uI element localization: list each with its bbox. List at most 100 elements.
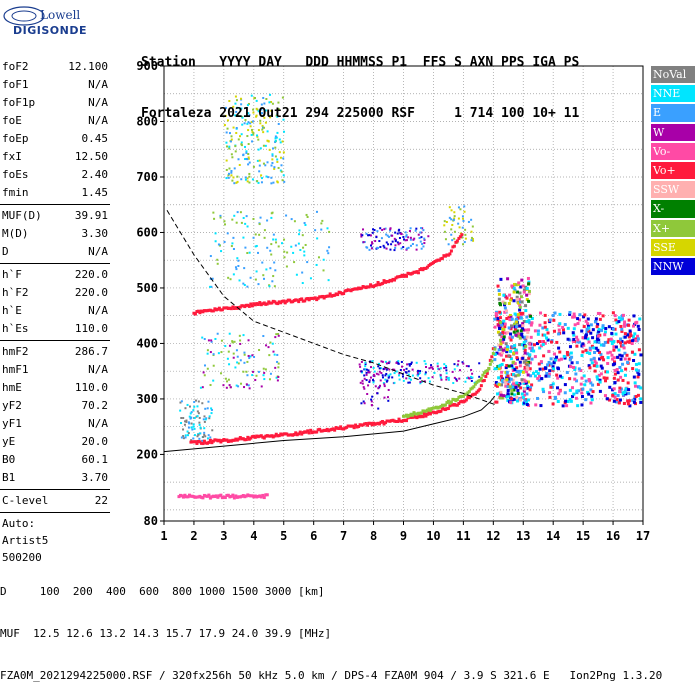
echo-point xyxy=(232,236,235,239)
echo-point xyxy=(260,114,263,117)
echo-point xyxy=(419,231,422,234)
echo-point xyxy=(518,311,522,315)
echo-point xyxy=(499,363,503,367)
echo-point xyxy=(430,364,433,367)
echo-point xyxy=(322,269,325,272)
echo-point xyxy=(268,148,271,151)
echo-point xyxy=(591,336,595,340)
echo-point xyxy=(182,435,185,438)
echo-point xyxy=(234,150,237,153)
echo-point xyxy=(263,102,266,105)
echo-point xyxy=(464,380,467,383)
echo-point xyxy=(549,385,553,389)
echo-point xyxy=(471,225,474,228)
echo-point xyxy=(541,387,545,391)
echo-point xyxy=(618,390,622,394)
echo-point xyxy=(604,327,608,331)
echo-point xyxy=(428,380,431,383)
echo-point xyxy=(273,285,276,288)
echo-point xyxy=(205,417,208,420)
echo-point xyxy=(569,365,573,369)
true-height-profile-solid xyxy=(163,395,496,453)
echo-point xyxy=(501,340,505,344)
footer-file-info: FZA0M_2021294225000.RSF / 320fx256h 50 k… xyxy=(0,669,663,682)
echo-point xyxy=(637,372,641,376)
echo-point xyxy=(258,170,261,173)
echo-point xyxy=(182,437,185,440)
param-label: foF1p xyxy=(2,96,36,109)
echo-point xyxy=(510,317,514,321)
echo-point xyxy=(364,363,367,366)
param-label: hmE xyxy=(2,381,22,394)
echo-point xyxy=(230,245,233,248)
echo-point xyxy=(470,239,473,242)
echo-point xyxy=(375,236,378,239)
param-value: 220.0 xyxy=(74,268,108,281)
echo-point xyxy=(424,362,427,365)
echo-point xyxy=(627,388,631,392)
echo-point xyxy=(502,319,506,323)
echo-point xyxy=(248,161,251,164)
echo-point xyxy=(188,422,191,425)
echo-point xyxy=(246,122,249,125)
echo-point xyxy=(237,259,240,262)
echo-point xyxy=(275,241,278,244)
echo-point xyxy=(521,327,525,331)
echo-point xyxy=(219,214,222,217)
echo-point xyxy=(618,398,622,402)
F2-x-trace xyxy=(485,369,489,373)
echo-point xyxy=(282,174,285,177)
echo-point xyxy=(256,180,259,183)
echo-point xyxy=(246,285,249,288)
echo-point xyxy=(419,381,422,384)
echo-point xyxy=(412,238,415,241)
echo-point xyxy=(588,348,592,352)
echo-point xyxy=(524,358,528,362)
echo-point xyxy=(516,332,520,336)
F2-trace xyxy=(357,424,361,428)
echo-point xyxy=(576,322,580,326)
echo-point xyxy=(524,309,528,313)
echo-point xyxy=(190,439,193,442)
echo-point xyxy=(459,208,462,211)
echo-point xyxy=(599,364,603,368)
param-value: 22 xyxy=(94,494,108,507)
echo-point xyxy=(524,400,528,404)
echo-point xyxy=(254,379,257,382)
echo-point xyxy=(565,350,569,354)
echo-point xyxy=(538,346,542,350)
echo-point xyxy=(196,410,199,413)
echo-point xyxy=(628,329,632,333)
echo-point xyxy=(281,179,284,182)
echo-point xyxy=(499,325,503,329)
F2-second-hop xyxy=(449,249,453,253)
echo-point xyxy=(538,367,542,371)
echo-point xyxy=(525,298,529,302)
echo-point xyxy=(470,368,473,371)
echo-point xyxy=(516,373,520,377)
echo-point xyxy=(595,325,599,329)
echo-point xyxy=(227,276,230,279)
echo-point xyxy=(613,395,617,399)
echo-point xyxy=(518,308,522,312)
echo-point xyxy=(246,135,249,138)
echo-point xyxy=(290,218,293,221)
echo-point xyxy=(636,375,640,379)
echo-point xyxy=(547,349,551,353)
echo-point xyxy=(580,329,584,333)
echo-point xyxy=(586,390,590,394)
echo-point xyxy=(305,213,308,216)
echo-point xyxy=(208,415,211,418)
echo-point xyxy=(415,244,418,247)
param-label: C-level xyxy=(2,494,49,507)
echo-point xyxy=(379,379,382,382)
echo-point xyxy=(365,373,368,376)
echo-point xyxy=(298,233,301,236)
echo-point xyxy=(362,400,365,403)
echo-point xyxy=(267,346,270,349)
echo-point xyxy=(261,124,264,127)
param-label: hmF1 xyxy=(2,363,29,376)
echo-point xyxy=(223,220,226,223)
echo-point xyxy=(621,313,625,317)
echo-point xyxy=(639,386,643,390)
